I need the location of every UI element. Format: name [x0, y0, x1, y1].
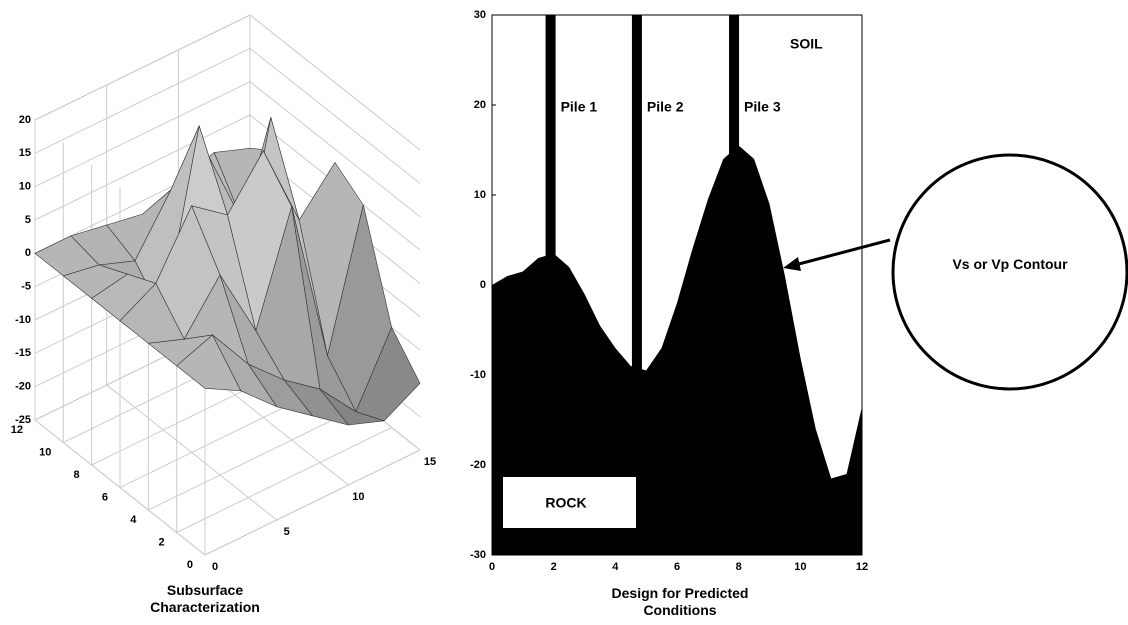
z-tick-label: 0 — [25, 247, 31, 259]
z-tick-label: 5 — [25, 214, 31, 226]
y-tick-label: -20 — [470, 459, 486, 471]
y-tick-label: 10 — [474, 189, 486, 201]
z-tick-label: 20 — [19, 114, 31, 126]
x-tick-label: 6 — [674, 561, 680, 573]
x-tick-label: 5 — [284, 526, 290, 538]
x-axis-label: Subsurface Characterization — [130, 582, 280, 616]
y-tick-label: 4 — [130, 514, 137, 526]
x-tick-label: 0 — [489, 561, 495, 573]
y-tick-label: 8 — [74, 469, 80, 481]
pile — [546, 15, 556, 555]
figure: -25-20-15-10-505101520051015024681012Pil… — [0, 0, 1128, 625]
z-tick-label: -5 — [21, 281, 31, 293]
rock-label: ROCK — [545, 495, 586, 511]
z-tick-label: -20 — [15, 381, 31, 393]
y-tick-label: -30 — [470, 549, 486, 561]
y-tick-label: 6 — [102, 491, 108, 503]
x-axis-label: Design for Predicted Conditions — [590, 585, 770, 619]
y-tick-label: 12 — [11, 424, 23, 436]
page: {"chart_data": [ {"type": "surface3d", "… — [0, 0, 1128, 625]
pile-label: Pile 3 — [744, 99, 781, 115]
y-tick-label: 0 — [187, 559, 193, 571]
grid-line — [250, 15, 420, 150]
z-tick-label: -15 — [15, 347, 31, 359]
z-tick-label: 15 — [19, 147, 31, 159]
pile — [632, 15, 642, 555]
y-tick-label: -10 — [470, 369, 486, 381]
x-tick-label: 0 — [212, 561, 218, 573]
y-tick-label: 0 — [480, 279, 486, 291]
x-tick-label: 10 — [352, 491, 364, 503]
y-tick-label: 20 — [474, 99, 486, 111]
pile-label: Pile 1 — [561, 99, 598, 115]
soil-label: SOIL — [790, 36, 823, 52]
z-tick-label: 10 — [19, 181, 31, 193]
x-tick-label: 15 — [424, 456, 436, 468]
y-tick-label: 30 — [474, 9, 486, 21]
pile — [729, 15, 739, 555]
x-tick-label: 2 — [551, 561, 557, 573]
x-tick-label: 10 — [794, 561, 806, 573]
x-tick-label: 4 — [612, 561, 619, 573]
x-tick-label: 12 — [856, 561, 868, 573]
z-tick-label: -10 — [15, 314, 31, 326]
grid-line — [35, 48, 250, 153]
grid-line — [35, 15, 250, 120]
callout-text: Vs or Vp Contour — [950, 256, 1070, 273]
pile-label: Pile 2 — [647, 99, 684, 115]
x-tick-label: 8 — [736, 561, 742, 573]
y-tick-label: 2 — [159, 536, 165, 548]
y-tick-label: 10 — [39, 446, 51, 458]
